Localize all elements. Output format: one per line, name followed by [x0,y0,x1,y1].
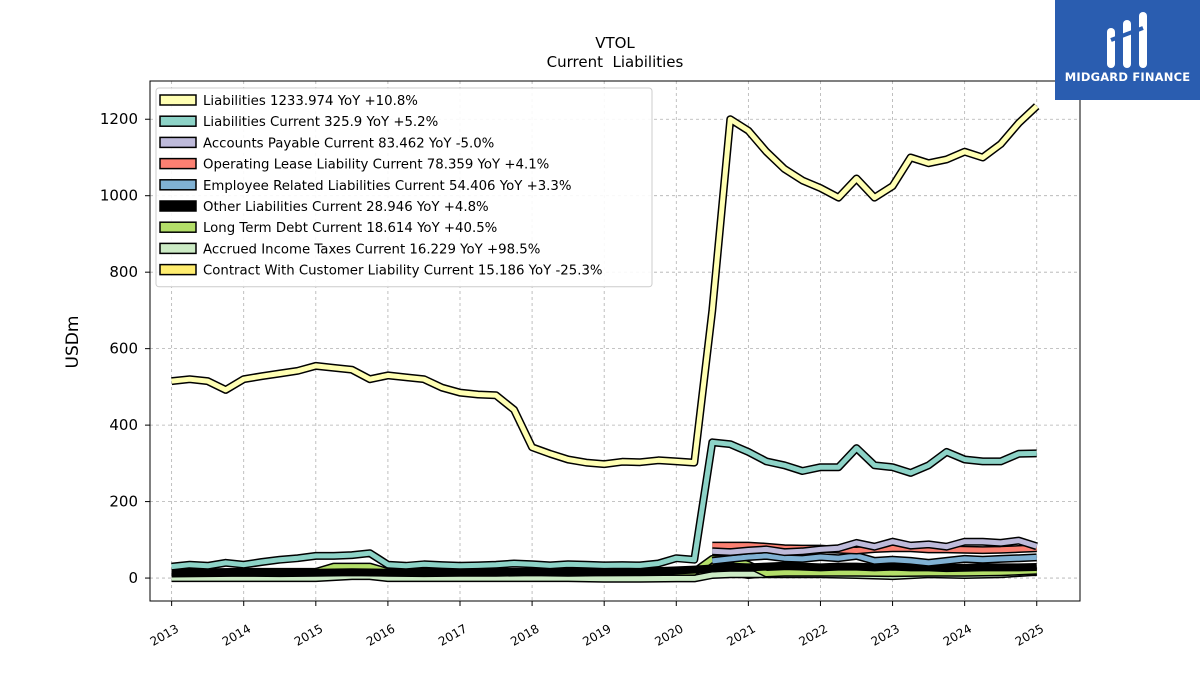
legend-label: Contract With Customer Liability Current… [203,264,603,279]
legend-swatch [159,242,197,255]
brand-mark-icon [1107,12,1147,68]
x-tick-label: 2022 [797,621,830,648]
series-0 [171,103,1040,469]
y-tick-label: 400 [109,416,138,434]
series-line [712,538,1038,555]
x-tick-label: 2025 [1013,621,1046,648]
series-line [171,563,1037,576]
brand-name: MIDGARD FINANCE [1064,70,1191,84]
series-line [171,439,1037,570]
series-2 [712,536,1038,557]
chart-title: VTOL [595,34,635,52]
legend-label: Accounts Payable Current 83.462 YoY -5.0… [203,136,494,151]
y-tick-label: 600 [109,340,138,358]
y-tick-label: 800 [109,263,138,281]
legend-label: Employee Related Liabilities Current 54.… [203,179,572,194]
legend-swatch [159,94,197,106]
legend-swatch [159,221,197,233]
brand-logo: MIDGARD FINANCE [1055,0,1200,100]
x-tick-label: 2016 [364,621,397,648]
x-tick-label: 2024 [941,621,974,648]
legend-label: Accrued Income Taxes Current 16.229 YoY … [203,242,540,257]
x-tick-label: 2013 [148,621,181,648]
y-tick-label: 1000 [100,187,138,205]
x-tick-label: 2014 [220,621,253,648]
y-tick-label: 200 [109,493,138,511]
x-tick-label: 2020 [652,621,685,648]
legend-swatch [159,157,197,170]
legend-label: Long Term Debt Current 18.614 YoY +40.5% [203,221,497,236]
legend-swatch [159,115,197,127]
series-1 [171,438,1037,571]
legend-swatch [159,136,197,149]
series-line [712,553,1037,566]
legend-label: Other Liabilities Current 28.946 YoY +4.… [203,200,489,215]
x-tick-label: 2015 [292,621,325,648]
x-tick-label: 2017 [436,621,469,648]
series-5 [171,561,1037,578]
legend-label: Liabilities Current 325.9 YoY +5.2% [203,115,438,130]
legend-label: Operating Lease Liability Current 78.359… [203,158,549,173]
legend-swatch [159,179,197,191]
x-tick-label: 2023 [869,621,902,648]
x-tick-label: 2021 [724,621,757,648]
x-tick-label: 2019 [580,621,613,648]
series-4 [711,551,1037,567]
chart-subtitle: Current Liabilities [547,53,684,71]
legend-label: Liabilities 1233.974 YoY +10.8% [203,94,418,109]
grid [150,81,1080,601]
legend-swatch [159,200,197,212]
legend-box [155,87,653,288]
legend: Liabilities 1233.974 YoY +10.8% Liabiliti… [155,87,653,288]
y-tick-label: 0 [128,569,138,587]
plot-frame [149,80,1081,602]
series-lines [171,103,1040,583]
legend-swatch [159,263,197,276]
series-line [171,104,1039,467]
x-tick-label: 2018 [508,621,541,648]
y-axis-label: USDm [63,316,83,369]
y-tick-label: 1200 [100,110,138,128]
